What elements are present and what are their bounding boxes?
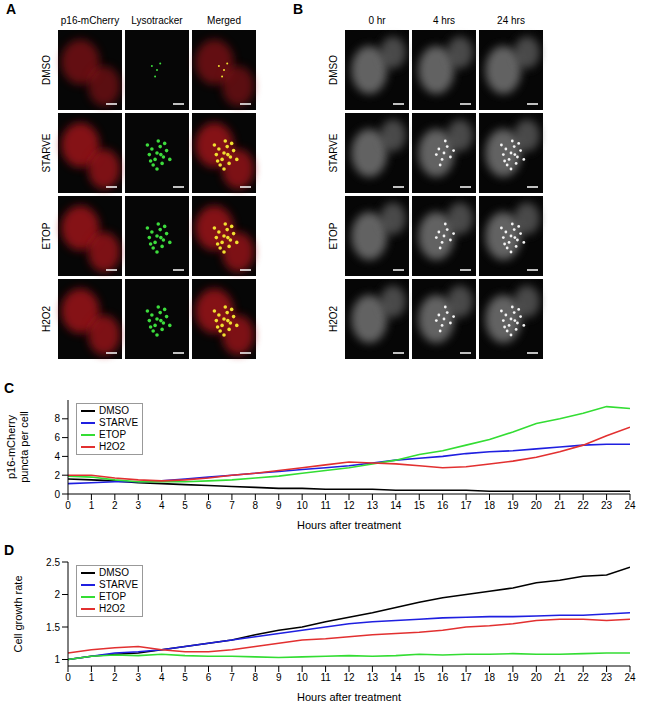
svg-text:22: 22 [578, 500, 590, 511]
svg-text:15: 15 [414, 500, 426, 511]
svg-text:H2O2: H2O2 [328, 306, 339, 333]
html-text:puncta per cell: puncta per cell [18, 411, 30, 483]
svg-text:16: 16 [437, 672, 449, 683]
svg-text:2.5: 2.5 [46, 557, 60, 568]
svg-text:1: 1 [89, 672, 95, 683]
svg-text:9: 9 [276, 672, 282, 683]
svg-text:H2O2: H2O2 [41, 306, 52, 333]
svg-text:DMSO: DMSO [328, 55, 339, 85]
svg-text:5: 5 [182, 672, 188, 683]
html-text:STARVE: STARVE [99, 579, 139, 590]
svg-text:20: 20 [531, 500, 543, 511]
svg-text:DMSO: DMSO [41, 55, 52, 85]
svg-text:Lysotracker: Lysotracker [131, 15, 183, 26]
svg-text:20: 20 [531, 672, 543, 683]
svg-text:p16-mCherry: p16-mCherry [61, 15, 119, 26]
svg-text:STARVE: STARVE [41, 133, 52, 172]
svg-text:6: 6 [54, 432, 60, 443]
svg-text:8: 8 [54, 413, 60, 424]
svg-text:6: 6 [206, 500, 212, 511]
svg-text:18: 18 [484, 500, 496, 511]
svg-text:0 hr: 0 hr [368, 15, 386, 26]
svg-text:0: 0 [65, 500, 71, 511]
svg-text:A: A [6, 1, 16, 17]
svg-text:21: 21 [554, 672, 566, 683]
html-text:STARVE: STARVE [99, 417, 139, 428]
html-text:C: C [4, 380, 15, 396]
svg-text:24: 24 [624, 500, 636, 511]
svg-text:0: 0 [54, 489, 60, 500]
svg-text:12: 12 [343, 500, 355, 511]
svg-text:STARVE: STARVE [328, 133, 339, 172]
svg-text:9: 9 [276, 500, 282, 511]
svg-text:13: 13 [367, 672, 379, 683]
svg-text:2: 2 [112, 672, 118, 683]
svg-text:14: 14 [390, 500, 402, 511]
html-text:D: D [4, 542, 15, 558]
html-text:Cell growth rate: Cell growth rate [11, 575, 24, 653]
html-text:ETOP: ETOP [99, 591, 126, 602]
html-text:H2O2: H2O2 [99, 603, 126, 614]
svg-text:1.5: 1.5 [46, 622, 60, 633]
svg-text:8: 8 [253, 672, 259, 683]
svg-text:ETOP: ETOP [328, 222, 339, 249]
svg-text:7: 7 [229, 672, 235, 683]
html-text:Hours after treatment: Hours after treatment [297, 691, 401, 703]
html-text:ETOP: ETOP [99, 429, 126, 440]
svg-text:10: 10 [297, 672, 309, 683]
svg-text:4 hrs: 4 hrs [433, 15, 455, 26]
svg-text:22: 22 [578, 672, 590, 683]
svg-text:ETOP: ETOP [41, 222, 52, 249]
svg-text:8: 8 [253, 500, 259, 511]
svg-text:B: B [293, 1, 303, 17]
svg-text:3: 3 [135, 672, 141, 683]
svg-text:4: 4 [159, 500, 165, 511]
svg-text:16: 16 [437, 500, 449, 511]
svg-text:3: 3 [135, 500, 141, 511]
svg-text:13: 13 [367, 500, 379, 511]
svg-text:Merged: Merged [207, 15, 241, 26]
svg-text:17: 17 [461, 672, 473, 683]
svg-text:18: 18 [484, 672, 496, 683]
svg-text:21: 21 [554, 500, 566, 511]
svg-text:2: 2 [54, 589, 60, 600]
svg-text:12: 12 [343, 672, 355, 683]
svg-text:19: 19 [507, 672, 519, 683]
svg-text:17: 17 [461, 500, 473, 511]
html-text:DMSO: DMSO [99, 405, 129, 416]
svg-text:24 hrs: 24 hrs [497, 15, 525, 26]
svg-text:23: 23 [601, 500, 613, 511]
html-text:Hours after treatment: Hours after treatment [297, 519, 401, 531]
svg-text:15: 15 [414, 672, 426, 683]
svg-text:2: 2 [54, 470, 60, 481]
svg-text:10: 10 [297, 500, 309, 511]
svg-text:24: 24 [624, 672, 636, 683]
html-text:p16-mCherry: p16-mCherry [5, 414, 17, 480]
svg-text:2: 2 [112, 500, 118, 511]
svg-text:6: 6 [206, 672, 212, 683]
svg-text:4: 4 [159, 672, 165, 683]
svg-text:14: 14 [390, 672, 402, 683]
svg-text:0: 0 [65, 672, 71, 683]
html-text:DMSO: DMSO [99, 567, 129, 578]
svg-text:7: 7 [229, 500, 235, 511]
svg-text:23: 23 [601, 672, 613, 683]
svg-text:1: 1 [54, 654, 60, 665]
svg-text:1: 1 [89, 500, 95, 511]
svg-text:11: 11 [320, 672, 331, 683]
svg-text:5: 5 [182, 500, 188, 511]
svg-text:11: 11 [320, 500, 331, 511]
svg-text:19: 19 [507, 500, 519, 511]
svg-text:4: 4 [54, 451, 60, 462]
html-text:H2O2: H2O2 [99, 441, 126, 452]
